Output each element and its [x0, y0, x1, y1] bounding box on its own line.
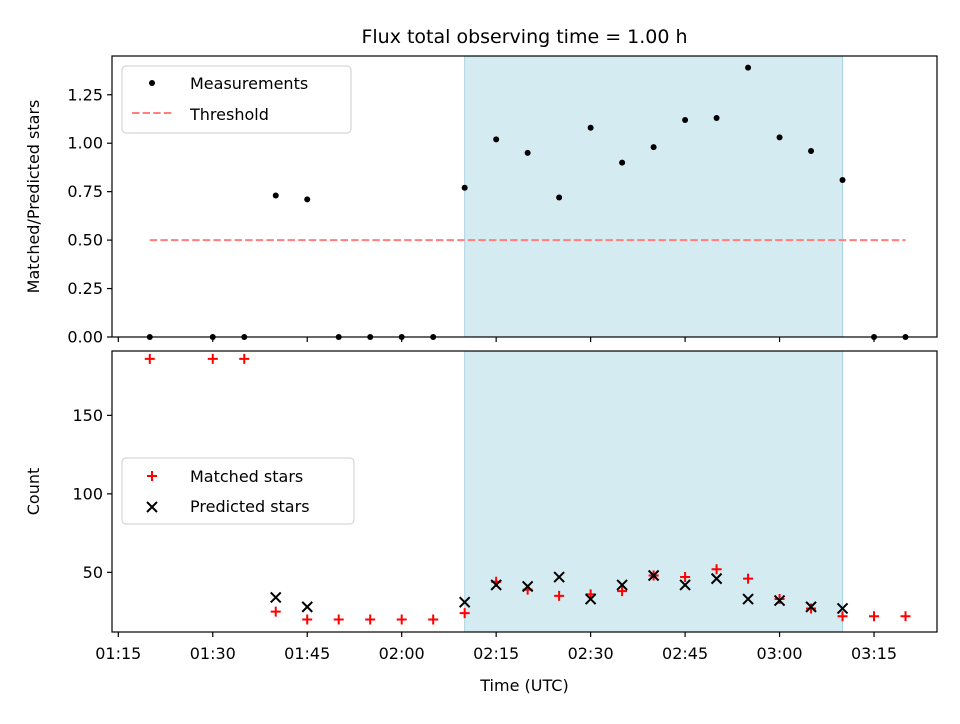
x-tick-label: 01:45 [284, 644, 330, 663]
measurement-point [808, 147, 815, 154]
measurement-point [461, 184, 468, 191]
matched-star-point [774, 594, 785, 605]
matched-star-point [743, 573, 754, 584]
matched-star-point [900, 611, 911, 622]
predicted-star-point [270, 591, 282, 604]
measurement-point [682, 116, 689, 123]
y-axis-label: Matched/Predicted stars [24, 100, 43, 294]
legend-label-threshold: Threshold [189, 105, 269, 124]
legend-label-measurements: Measurements [190, 74, 308, 93]
measurement-point [524, 149, 531, 156]
y-tick-label: 0.00 [67, 328, 103, 347]
matched-star-point [144, 353, 155, 364]
axes-frame [111, 350, 938, 633]
matched-star-point [333, 614, 344, 625]
plot-area [144, 353, 911, 625]
measurement-point [556, 194, 563, 201]
x-tick-label: 02:30 [568, 644, 614, 663]
legend-plus-marker [147, 471, 157, 481]
predicted-star-point [490, 579, 502, 591]
matched-star-point [869, 611, 880, 622]
predicted-star-point [679, 579, 691, 591]
matched-star-point [207, 353, 218, 364]
y-tick-label: 1.25 [67, 85, 103, 104]
predicted-star-point [458, 596, 471, 608]
predicted-star-point [710, 572, 723, 585]
legend-label-predicted-stars: Predicted stars [190, 497, 310, 516]
matched-star-point [396, 614, 407, 625]
measurement-point [587, 124, 594, 131]
measurement-point [272, 192, 279, 199]
x-tick-label: 02:00 [379, 644, 425, 663]
predicted-star-point [773, 594, 786, 607]
axes-frame [111, 55, 938, 338]
measurement-point [713, 115, 720, 122]
legend-x-marker [146, 501, 158, 513]
x-tick-label: 02:45 [662, 644, 708, 663]
y-tick-label: 100 [72, 484, 103, 503]
x-tick-label: 03:15 [851, 644, 897, 663]
measurement-point [839, 177, 846, 184]
y-tick-label: 50 [83, 563, 103, 582]
top-panel: 0.00 0.25 0.50 0.75 1.00 1.25 Matched/Predicte… [24, 55, 938, 347]
y-axis-label: Count [24, 468, 43, 516]
legend-dot-marker [149, 80, 155, 86]
matched-star-point [837, 611, 848, 622]
predicted-star-point [836, 602, 849, 615]
measurement-point [619, 159, 626, 166]
matched-star-point [711, 564, 722, 575]
measurement-point [304, 196, 311, 203]
y-tick-label: 1.00 [67, 134, 103, 153]
x-tick-label: 01:30 [190, 644, 236, 663]
legend-box [121, 65, 352, 134]
measurement-point [776, 134, 783, 141]
matched-star-point [239, 353, 250, 364]
predicted-star-point [616, 579, 628, 591]
bottom-panel: 50 100 150 01:15 01:30 01:45 02:00 02:15 02:30 02… [24, 350, 938, 663]
measurement-point [493, 136, 500, 143]
matched-star-point [365, 614, 376, 625]
shaded-interval [464, 351, 843, 632]
predicted-star-point [584, 593, 597, 605]
predicted-star-point [553, 571, 565, 583]
matched-star-point [270, 606, 281, 617]
matched-star-point [680, 572, 691, 583]
predicted-star-point [805, 601, 817, 613]
x-axis-label: Time (UTC) [479, 676, 568, 695]
y-tick-label: 0.75 [67, 182, 103, 201]
y-tick-label: 0.50 [67, 231, 103, 250]
predicted-star-point [301, 601, 313, 613]
predicted-star-point [742, 593, 754, 605]
matched-star-point [459, 608, 470, 619]
matched-star-point [554, 590, 565, 601]
matched-star-point [302, 614, 313, 625]
y-tick-label: 150 [72, 406, 103, 425]
chart-title: Flux total observing time = 1.00 h [361, 26, 687, 48]
legend-label-matched-stars: Matched stars [190, 467, 303, 486]
shaded-interval [464, 56, 843, 337]
x-tick-label: 02:15 [473, 644, 519, 663]
x-tick-label: 03:00 [757, 644, 803, 663]
measurement-point [650, 144, 657, 151]
matched-star-point [428, 614, 439, 625]
legend-box [121, 457, 355, 525]
measurement-point [745, 64, 752, 71]
matched-star-point [806, 603, 817, 614]
y-tick-label: 0.25 [67, 279, 103, 298]
predicted-star-point [521, 580, 534, 593]
matched-star-point [617, 586, 628, 597]
x-tick-label: 01:15 [95, 644, 141, 663]
predicted-star-point [647, 569, 660, 582]
